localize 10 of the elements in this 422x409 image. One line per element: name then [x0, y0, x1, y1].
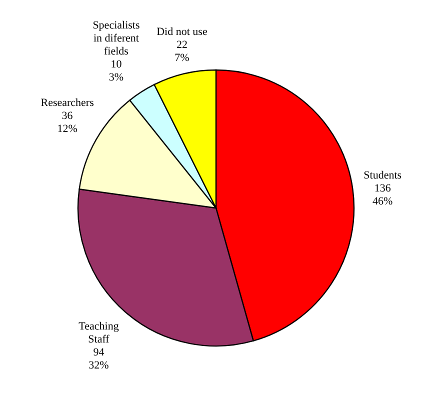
slice-label: Specialists in diferent fields: [92, 19, 140, 58]
slice-label: Did not use: [156, 26, 208, 38]
data-label: 10 3%: [108, 58, 124, 84]
slice-label: Researchers: [40, 96, 94, 109]
data-label: 36 12%: [57, 110, 78, 135]
slice-label: Teaching Staff: [78, 320, 120, 346]
data-label: 22 7%: [174, 38, 190, 64]
slice-label: Students: [364, 169, 402, 182]
data-label: 136 46%: [372, 182, 393, 208]
data-label: 94 32%: [88, 346, 109, 372]
